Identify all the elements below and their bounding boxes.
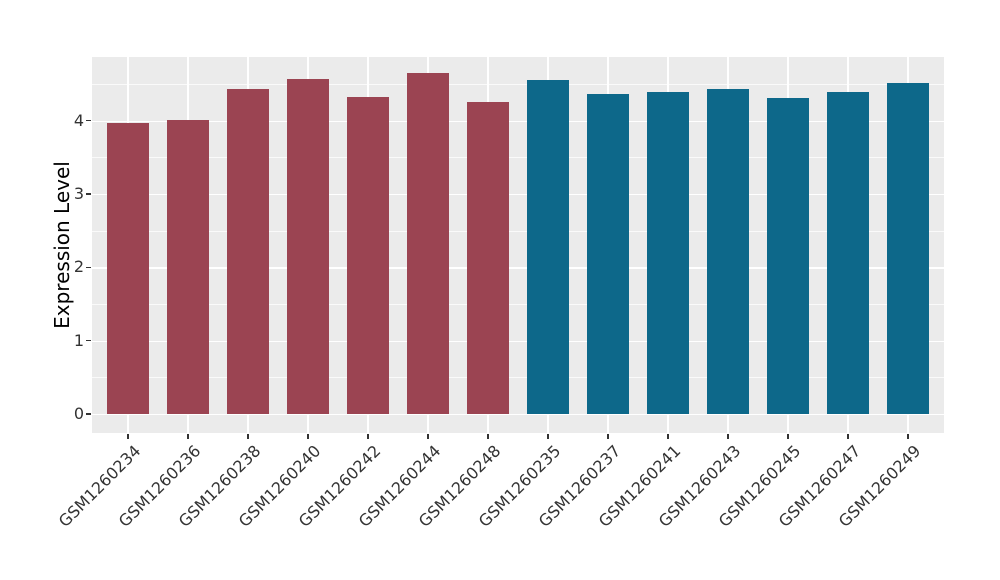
bar-GSM1260241	[647, 92, 689, 414]
y-tick-label: 3	[73, 184, 84, 204]
y-tick-mark	[86, 120, 91, 122]
y-gridline-minor	[92, 157, 944, 159]
x-tick-mark	[907, 434, 909, 439]
y-gridline-minor	[92, 304, 944, 305]
y-gridline-major	[92, 340, 944, 343]
bar-GSM1260247	[827, 92, 869, 414]
x-tick-mark	[427, 434, 429, 439]
y-axis-title: Expression Level	[50, 161, 74, 329]
bar-GSM1260245	[767, 98, 809, 414]
y-gridline-minor	[92, 230, 944, 232]
bar-GSM1260240	[287, 78, 329, 414]
bar-GSM1260235	[527, 79, 569, 414]
y-gridline-major	[92, 267, 944, 269]
y-tick-mark	[86, 340, 91, 342]
x-tick-mark	[607, 434, 609, 439]
y-gridline-major	[92, 120, 944, 123]
x-tick-mark	[307, 434, 309, 439]
y-tick-mark	[86, 266, 91, 268]
bar-GSM1260249	[887, 83, 929, 414]
bar-GSM1260237	[587, 94, 629, 414]
x-tick-mark	[127, 434, 129, 439]
y-tick-label: 0	[73, 403, 84, 423]
x-tick-mark	[667, 434, 669, 439]
x-tick-mark	[547, 434, 549, 439]
x-tick-mark	[187, 434, 189, 439]
x-tick-mark	[727, 434, 729, 439]
bar-GSM1260238	[227, 89, 269, 414]
bar-GSM1260243	[707, 89, 749, 414]
y-tick-mark	[86, 193, 91, 195]
x-tick-mark	[847, 434, 849, 439]
x-tick-mark	[247, 434, 249, 439]
bar-GSM1260248	[467, 101, 509, 414]
y-gridline-major	[92, 194, 944, 196]
y-gridline-minor	[92, 377, 944, 378]
x-tick-mark	[787, 434, 789, 439]
y-gridline-major	[92, 413, 944, 416]
y-gridline-minor	[92, 84, 944, 85]
bar-GSM1260234	[107, 122, 149, 414]
y-tick-label: 2	[73, 257, 84, 277]
bar-GSM1260236	[167, 120, 209, 414]
bar-GSM1260244	[407, 73, 449, 414]
x-tick-mark	[487, 434, 489, 439]
plot-panel	[92, 57, 944, 433]
y-tick-label: 1	[73, 330, 84, 350]
bar-GSM1260242	[347, 96, 389, 414]
y-tick-mark	[86, 413, 91, 415]
y-tick-label: 4	[73, 110, 84, 130]
x-tick-mark	[367, 434, 369, 439]
